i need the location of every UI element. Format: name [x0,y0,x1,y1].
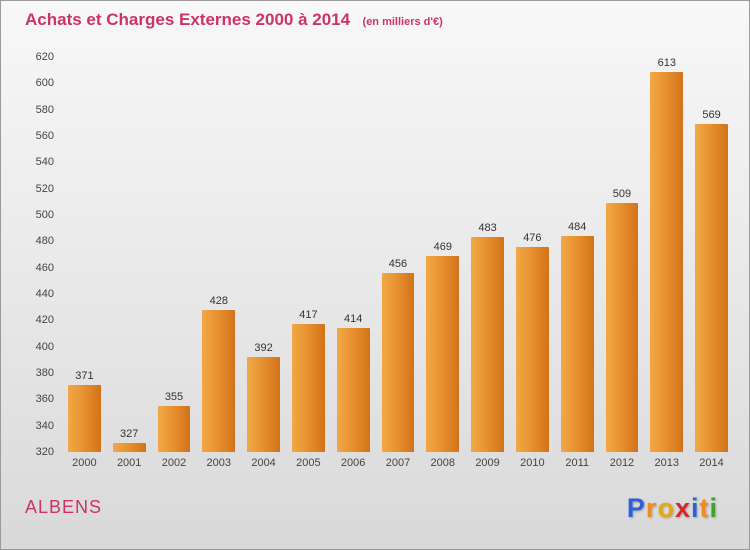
y-tick-label: 320 [35,446,54,458]
bar [605,203,639,452]
y-tick-label: 560 [35,130,54,142]
bar [112,442,146,452]
x-tick-label: 2000 [72,457,97,469]
bar-slot: 371 2000 [62,57,107,469]
bar-slot: 483 2009 [465,57,510,469]
bar-value-label: 483 [478,222,497,235]
x-tick-label: 2001 [116,457,142,469]
x-tick-label: 2009 [475,457,500,469]
x-tick-label: 2010 [520,457,545,469]
bar-value-label: 355 [164,390,184,403]
bar [68,384,101,452]
proxiti-logo-letter: i [690,493,700,523]
bar [471,237,504,452]
bar [157,405,191,452]
x-tick-label: 2004 [251,457,276,469]
bar [560,236,594,452]
bar-slot: 469 2008 [420,57,465,469]
y-tick-label: 480 [35,235,54,248]
bar-value-label: 414 [344,313,363,326]
y-tick-label: 520 [35,182,54,195]
bar-value-label: 476 [523,231,542,244]
bar [381,272,415,452]
y-tick-label: 380 [35,367,54,379]
proxiti-logo-letter: t [699,493,710,523]
y-tick-label: 400 [35,340,54,353]
y-tick-label: 580 [35,103,54,116]
bars-container: 371 2000 327 2001 355 2002 428 2003 392 2004 417 20… [62,57,734,469]
bar-value-label: 371 [75,369,94,382]
x-tick-label: 2002 [161,457,187,469]
proxiti-logo-letter: x [674,493,691,523]
bar-slot: 456 2007 [376,57,421,469]
location-label: ALBENS [25,497,103,517]
bar [202,309,236,452]
bar-value-label: 456 [388,257,408,270]
bar-slot: 428 2003 [196,57,241,469]
bar-slot: 327 2001 [107,57,152,469]
bar [516,246,549,452]
x-tick-label: 2007 [385,457,411,469]
y-tick-label: 460 [35,261,54,274]
x-tick-label: 2008 [430,457,455,469]
bar-value-label: 417 [299,309,318,322]
bar [336,328,370,452]
proxiti-logo: Proxiti [627,493,718,524]
proxiti-logo-letter: o [657,493,675,523]
x-tick-label: 2011 [565,457,589,469]
bar-slot: 355 2002 [152,57,197,469]
chart-subtitle: (en milliers d'€) [362,16,443,28]
proxiti-logo-letter: P [626,493,646,523]
x-tick-label: 2006 [340,457,366,469]
bar-slot: 509 2012 [600,57,645,469]
bar-value-label: 428 [209,294,228,307]
bar-value-label: 613 [657,57,676,69]
bar-value-label: 484 [567,221,587,234]
bar-slot: 484 2011 [555,57,600,469]
bar-value-label: 509 [612,188,632,201]
y-tick-label: 620 [35,51,54,63]
chart-header: Achats et Charges Externes 2000 à 2014 (… [25,10,443,30]
y-tick-label: 540 [35,156,54,169]
bar [650,72,684,452]
plot-area: 320 340 360 380 400 420 440 460 480 500 520 540 560 5… [36,51,734,469]
x-tick-label: 2005 [296,457,321,469]
y-tick-label: 440 [35,288,54,300]
y-tick-label: 360 [35,393,54,406]
proxiti-logo-letter: i [709,493,718,523]
bar [247,357,280,452]
y-tick-label: 500 [35,209,54,221]
bar-value-label: 569 [702,109,721,122]
bar-slot: 414 2006 [331,57,376,469]
bar-slot: 569 2014 [689,57,734,469]
x-tick-label: 2003 [206,457,232,469]
bar-slot: 392 2004 [241,57,286,469]
y-tick-label: 600 [35,77,54,90]
y-tick-label: 340 [35,419,54,432]
bar-slot: 613 2013 [644,57,689,469]
bar-value-label: 469 [433,240,452,253]
proxiti-logo-letter: r [645,493,658,523]
chart-title: Achats et Charges Externes 2000 à 2014 [25,10,351,29]
bar-value-label: 392 [254,342,273,355]
x-tick-label: 2014 [699,457,724,469]
bar [695,124,728,452]
x-tick-label: 2012 [609,457,635,469]
bar-slot: 417 2005 [286,57,331,469]
y-tick-label: 420 [35,314,54,327]
bar [426,255,460,452]
bar [292,324,325,452]
bar-slot: 476 2010 [510,57,555,469]
bar-value-label: 327 [120,427,139,440]
x-tick-label: 2013 [654,457,679,469]
